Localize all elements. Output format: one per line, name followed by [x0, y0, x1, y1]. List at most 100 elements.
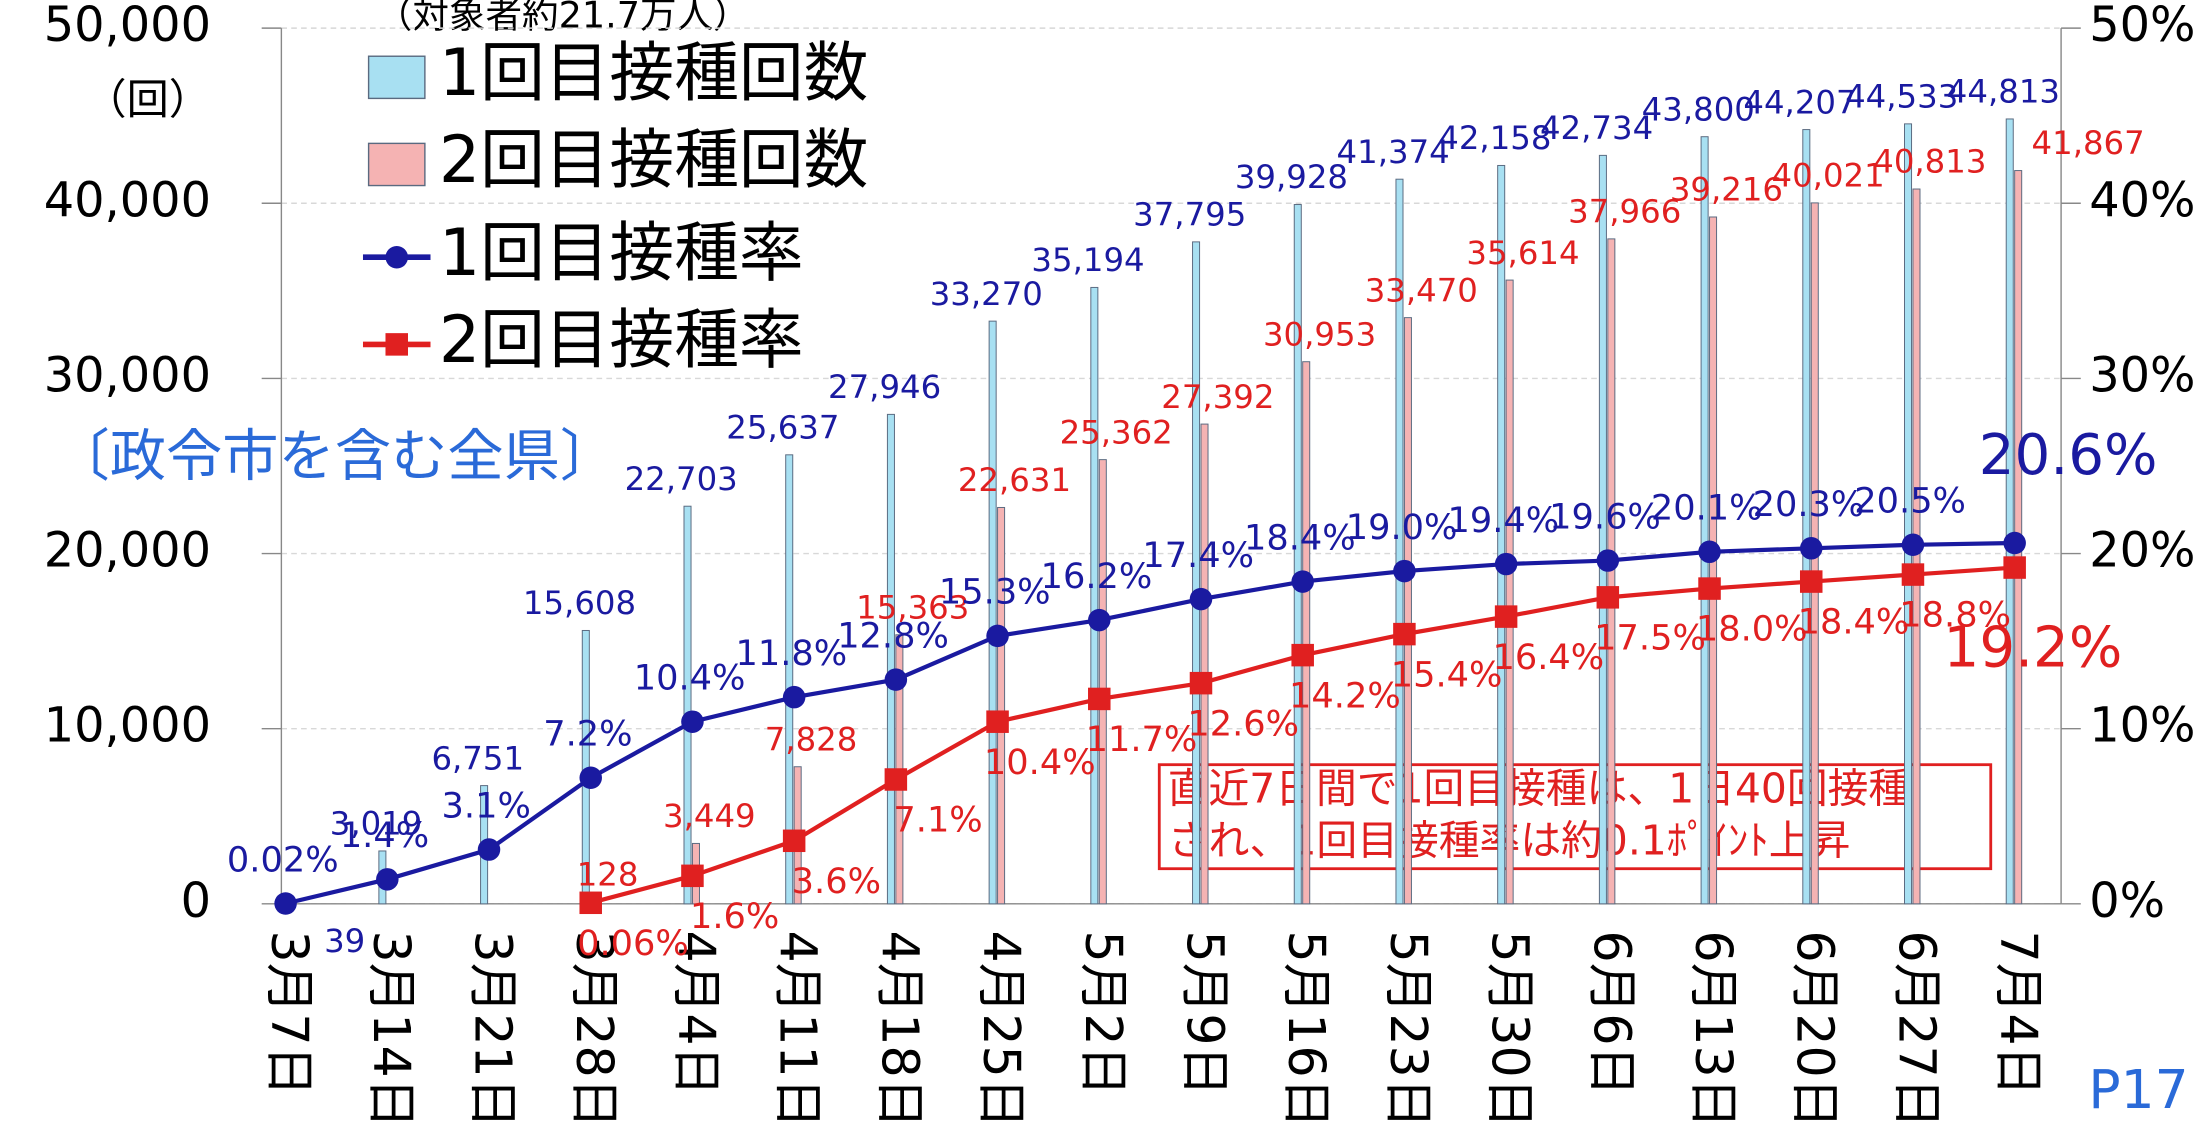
y2-tick-label: 30%: [2089, 348, 2195, 403]
line-value-label: 11.8%: [735, 633, 847, 674]
line-marker: [1393, 622, 1416, 646]
line-marker: [1596, 586, 1620, 609]
line-marker: [1698, 577, 1721, 600]
line-marker: [579, 891, 602, 915]
line-marker: [1494, 605, 1518, 628]
region-note: 〔政令市を含む全県〕: [53, 424, 616, 489]
x-tick-label: 3月21日: [464, 931, 523, 1129]
y2-tick-label: 20%: [2089, 524, 2195, 579]
x-tick-label: 4月25日: [972, 931, 1031, 1129]
line-value-label: 0.02%: [227, 839, 339, 880]
line-marker: [986, 624, 1009, 648]
bar-value-label: 44,207: [1743, 83, 1856, 121]
line-value-label: 20.1%: [1651, 488, 1763, 529]
bar-value-label: 35,614: [1466, 234, 1579, 272]
bar: [1098, 459, 1107, 905]
line-marker: [884, 768, 908, 791]
line-value-label: 0.06%: [577, 923, 689, 964]
line-value-label: 17.5%: [1594, 618, 1706, 659]
line-marker: [1698, 540, 1721, 564]
line-value-label: 16.4%: [1492, 637, 1604, 678]
line-value-label: 20.3%: [1753, 484, 1865, 525]
line-marker: [477, 838, 501, 861]
line-marker: [1393, 559, 1416, 583]
line-value-label: 7.2%: [543, 714, 632, 755]
bar-value-label: 40,813: [1873, 143, 1986, 181]
bar: [1802, 129, 1811, 905]
line-value-label: 17.4%: [1142, 535, 1254, 576]
y-tick-label: 50,000: [44, 0, 211, 53]
bar-value-label: 27,946: [828, 368, 941, 406]
x-tick-label: 4月4日: [667, 931, 726, 1097]
bar-value-label: 7,828: [765, 720, 858, 758]
bar-value-label: 41,374: [1337, 133, 1450, 171]
line-marker: [1494, 552, 1518, 576]
line: [285, 540, 2015, 906]
subtitle: （対象者約21.7万人）: [376, 0, 750, 36]
bar: [1403, 317, 1412, 905]
line-marker: [782, 685, 806, 709]
bar-value-label: 33,470: [1365, 271, 1478, 309]
line-value-label: 18.4%: [1244, 517, 1356, 558]
line-value-label: 19.0%: [1346, 507, 1458, 548]
bar-value-label: 30,953: [1263, 315, 1376, 353]
bar: [1293, 204, 1302, 905]
line-value-label: 10.4%: [984, 742, 1096, 783]
y-unit: （回）: [84, 75, 211, 124]
line-marker: [2003, 531, 2026, 555]
x-tick-label: 7月4日: [1989, 931, 2048, 1097]
bar: [1598, 154, 1607, 905]
bar: [1302, 361, 1311, 905]
line-value-label: 12.8%: [837, 615, 949, 656]
x-tick-label: 3月7日: [260, 931, 319, 1097]
line-value-label: 1.4%: [340, 815, 429, 856]
line-value-label: 3.6%: [792, 861, 881, 902]
bar-value-label: 42,734: [1540, 109, 1653, 147]
bar: [1904, 123, 1913, 905]
line-marker: [1799, 537, 1823, 560]
line-marker: [1189, 671, 1213, 695]
bar: [1700, 136, 1709, 905]
y2-tick-label: 50%: [2089, 0, 2195, 53]
legend-swatch: [367, 55, 426, 100]
bar-value-label: 27,392: [1161, 378, 1274, 416]
bar-value-label: 22,631: [958, 461, 1071, 499]
bar: [1200, 423, 1209, 905]
legend-marker: [385, 333, 408, 356]
bar-value-label: 44,813: [1947, 73, 2060, 111]
line-value-label: 18.4%: [1798, 602, 1910, 643]
line-value-label: 20.6%: [1979, 423, 2158, 488]
bar-value-label: 3,449: [663, 797, 756, 835]
line-marker: [782, 829, 806, 853]
x-tick-label: 5月23日: [1379, 931, 1438, 1129]
y-tick-label: 20,000: [44, 524, 211, 579]
page-number: P17: [2088, 1058, 2188, 1121]
line-marker: [884, 668, 908, 691]
bar-value-label: 6,751: [431, 739, 524, 777]
bar-value-label: 25,362: [1060, 413, 1173, 451]
line-value-label: 20.5%: [1854, 481, 1966, 522]
line-value-label: 18.8%: [1899, 595, 2011, 636]
x-tick-label: 5月30日: [1481, 931, 1540, 1129]
y2-tick-label: 40%: [2089, 173, 2195, 228]
bar: [886, 413, 895, 905]
line-value-label: 1.6%: [690, 896, 779, 937]
bar-value-label: 37,795: [1133, 196, 1246, 234]
bar-value-label: 22,703: [625, 460, 738, 498]
x-tick-label: 6月6日: [1582, 931, 1641, 1097]
line-marker: [579, 766, 602, 789]
x-tick-label: 5月2日: [1074, 931, 1133, 1097]
bar-value-label: 39,928: [1235, 158, 1348, 196]
bar-value-label: 128: [577, 855, 639, 893]
line-marker: [1189, 587, 1213, 611]
line-value-label: 19.6%: [1549, 496, 1661, 537]
bar: [997, 506, 1006, 905]
x-tick-label: 5月16日: [1277, 931, 1336, 1129]
x-tick-label: 6月27日: [1887, 931, 1946, 1129]
y-tick-label: 30,000: [44, 348, 211, 403]
line-value-label: 16.2%: [1041, 556, 1153, 597]
bar: [988, 320, 997, 905]
bar: [1395, 178, 1404, 905]
x-tick-label: 4月18日: [870, 931, 929, 1129]
bar-value-label: 35,194: [1031, 241, 1144, 279]
